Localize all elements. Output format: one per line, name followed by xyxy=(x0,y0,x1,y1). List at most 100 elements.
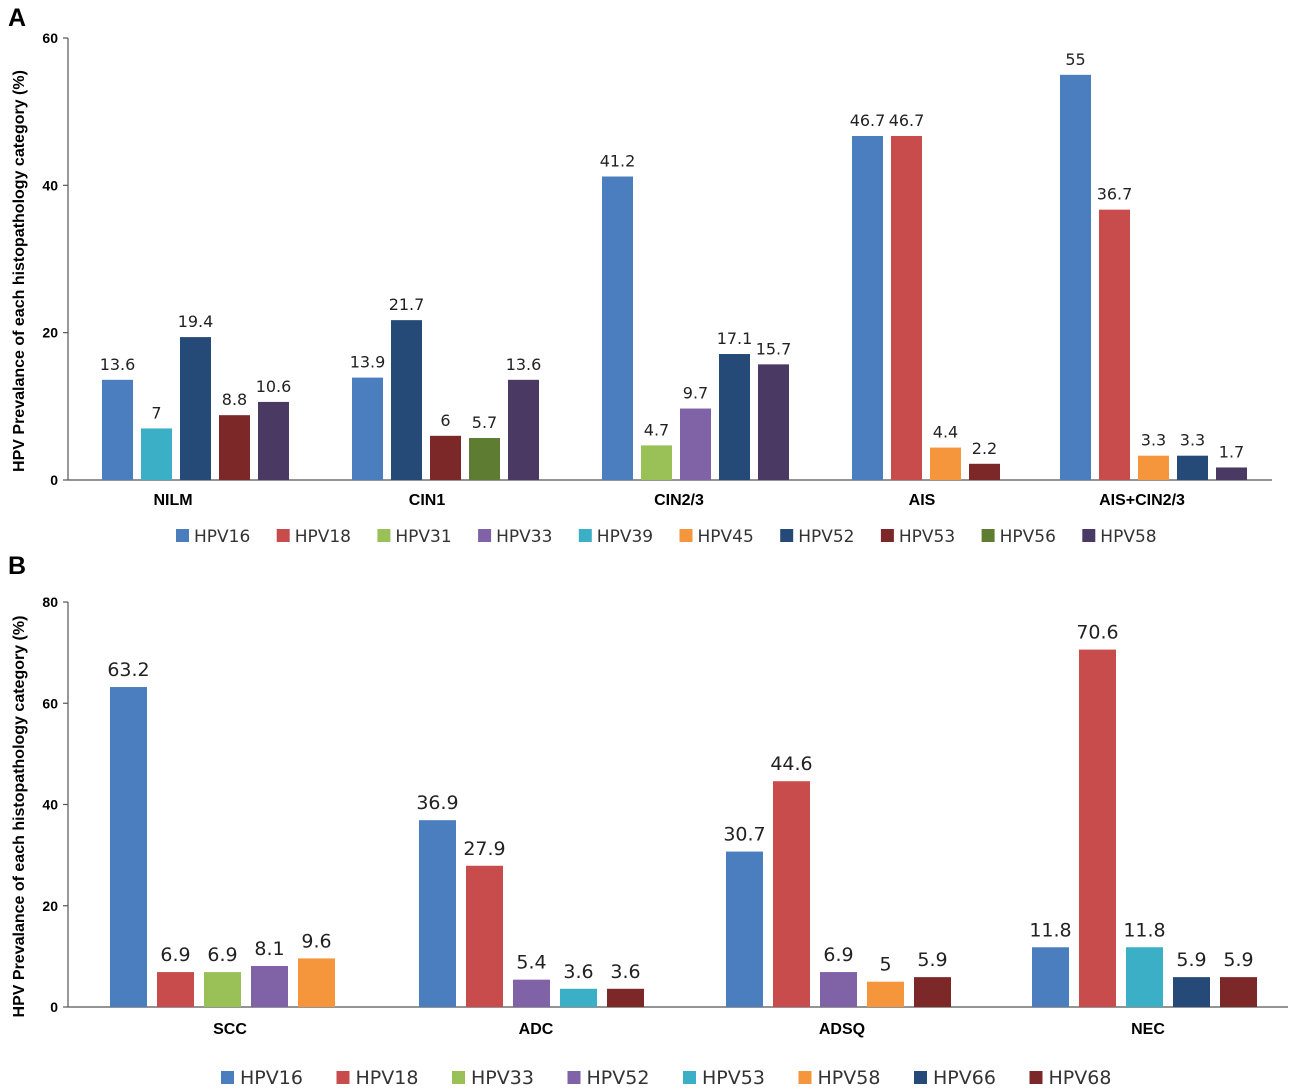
y-tick-label: 0 xyxy=(50,472,58,488)
bar-hpv68 xyxy=(607,988,644,1007)
data-label: 8.8 xyxy=(222,390,247,409)
data-label: 44.6 xyxy=(770,753,812,775)
data-label: 9.6 xyxy=(301,930,331,952)
legend-swatch-hpv53 xyxy=(683,1071,696,1084)
bar-hpv58 xyxy=(758,364,789,480)
category-label: AIS xyxy=(909,492,936,509)
bar-hpv16 xyxy=(419,820,456,1007)
data-label: 3.3 xyxy=(1141,431,1166,450)
legend-label: HPV45 xyxy=(698,527,754,547)
category-label: ADSQ xyxy=(819,1021,865,1038)
data-label: 1.7 xyxy=(1219,442,1244,461)
y-tick-label: 40 xyxy=(42,177,58,193)
data-label: 11.8 xyxy=(1123,919,1165,941)
bar-hpv18 xyxy=(466,865,503,1007)
bar-hpv45 xyxy=(1138,455,1169,480)
legend-swatch-hpv18 xyxy=(336,1071,350,1084)
data-label: 5.9 xyxy=(1223,949,1253,971)
data-label: 55 xyxy=(1065,50,1085,69)
legend-swatch-hpv52 xyxy=(567,1071,581,1084)
data-label: 13.6 xyxy=(506,355,542,374)
bar-hpv18 xyxy=(1099,209,1130,481)
legend-swatch-hpv58 xyxy=(798,1071,812,1084)
bar-hpv53 xyxy=(1126,947,1163,1007)
y-tick-label: 20 xyxy=(42,325,58,341)
category-label: NEC xyxy=(1131,1021,1165,1038)
bar-hpv66 xyxy=(1173,977,1210,1007)
data-label: 11.8 xyxy=(1029,919,1071,941)
data-label: 63.2 xyxy=(107,659,149,681)
legend-label: HPV18 xyxy=(356,1067,419,1089)
data-label: 21.7 xyxy=(389,295,425,314)
bar-hpv16 xyxy=(602,176,633,480)
bar-hpv58 xyxy=(508,379,539,480)
data-label: 4.7 xyxy=(644,420,669,439)
legend-label: HPV33 xyxy=(496,527,552,547)
legend-swatch-hpv68 xyxy=(1029,1071,1043,1084)
legend-label: HPV52 xyxy=(587,1067,650,1089)
bar-hpv18 xyxy=(891,135,922,480)
data-label: 46.7 xyxy=(889,111,925,130)
legend-swatch-hpv18 xyxy=(276,529,290,542)
bar-hpv53 xyxy=(219,415,250,480)
data-label: 5.7 xyxy=(472,413,497,432)
data-label: 3.6 xyxy=(563,961,593,983)
legend-label: HPV53 xyxy=(899,527,955,547)
data-label: 41.2 xyxy=(600,151,636,170)
bar-hpv16 xyxy=(726,851,763,1007)
category-label: ADC xyxy=(519,1021,554,1038)
data-label: 30.7 xyxy=(723,824,765,846)
legend-swatch-hpv16 xyxy=(221,1071,234,1084)
data-label: 5.4 xyxy=(516,952,546,974)
bar-hpv18 xyxy=(773,781,810,1007)
legend-label: HPV39 xyxy=(597,527,653,547)
category-label: NILM xyxy=(153,492,192,509)
data-label: 5 xyxy=(879,954,891,976)
panel-letter: A xyxy=(8,4,26,32)
data-label: 4.4 xyxy=(933,423,958,442)
data-label: 27.9 xyxy=(463,838,505,860)
category-label: CIN1 xyxy=(409,492,446,509)
legend-swatch-hpv52 xyxy=(780,529,794,542)
bar-hpv58 xyxy=(298,958,335,1007)
panel-a: A HPV Prevalance of each histopathology c… xyxy=(8,4,1272,547)
data-label: 3.6 xyxy=(610,961,640,983)
legend-label: HPV66 xyxy=(933,1067,996,1089)
legend-swatch-hpv39 xyxy=(578,529,592,542)
bar-hpv18 xyxy=(157,972,194,1007)
legend-swatch-hpv56 xyxy=(981,529,995,542)
bar-hpv58 xyxy=(258,401,289,480)
legend-swatch-hpv31 xyxy=(377,529,391,542)
data-label: 5.9 xyxy=(1176,949,1206,971)
data-label: 17.1 xyxy=(717,329,753,348)
legend-swatch-hpv58 xyxy=(1082,529,1096,542)
y-tick-label: 0 xyxy=(50,999,58,1015)
y-tick-label: 80 xyxy=(42,594,58,610)
bar-hpv16 xyxy=(1032,947,1069,1007)
data-label: 5.9 xyxy=(917,949,947,971)
y-tick-label: 40 xyxy=(42,797,58,813)
y-tick-label: 60 xyxy=(42,695,58,711)
bar-hpv45 xyxy=(930,447,961,480)
bar-hpv52 xyxy=(1177,455,1208,480)
data-label: 19.4 xyxy=(178,312,214,331)
data-label: 13.6 xyxy=(100,355,136,374)
legend-swatch-hpv33 xyxy=(478,529,492,542)
category-label: AIS+CIN2/3 xyxy=(1099,492,1185,509)
bar-hpv18 xyxy=(1079,649,1116,1007)
bar-hpv53 xyxy=(969,463,1000,480)
data-label: 3.3 xyxy=(1180,431,1205,450)
bar-hpv33 xyxy=(680,408,711,480)
data-label: 15.7 xyxy=(756,339,792,358)
y-tick-label: 20 xyxy=(42,898,58,914)
bar-hpv53 xyxy=(430,435,461,480)
bar-hpv52 xyxy=(251,965,288,1007)
legend-label: HPV18 xyxy=(295,527,351,547)
bar-hpv52 xyxy=(820,972,857,1007)
data-label: 10.6 xyxy=(256,377,292,396)
bar-hpv68 xyxy=(914,977,951,1007)
data-label: 46.7 xyxy=(850,111,886,130)
panel-b: B HPV Prevalance of each histopathology c… xyxy=(8,552,1288,1089)
bar-hpv58 xyxy=(1216,467,1247,480)
data-label: 6.9 xyxy=(823,944,853,966)
